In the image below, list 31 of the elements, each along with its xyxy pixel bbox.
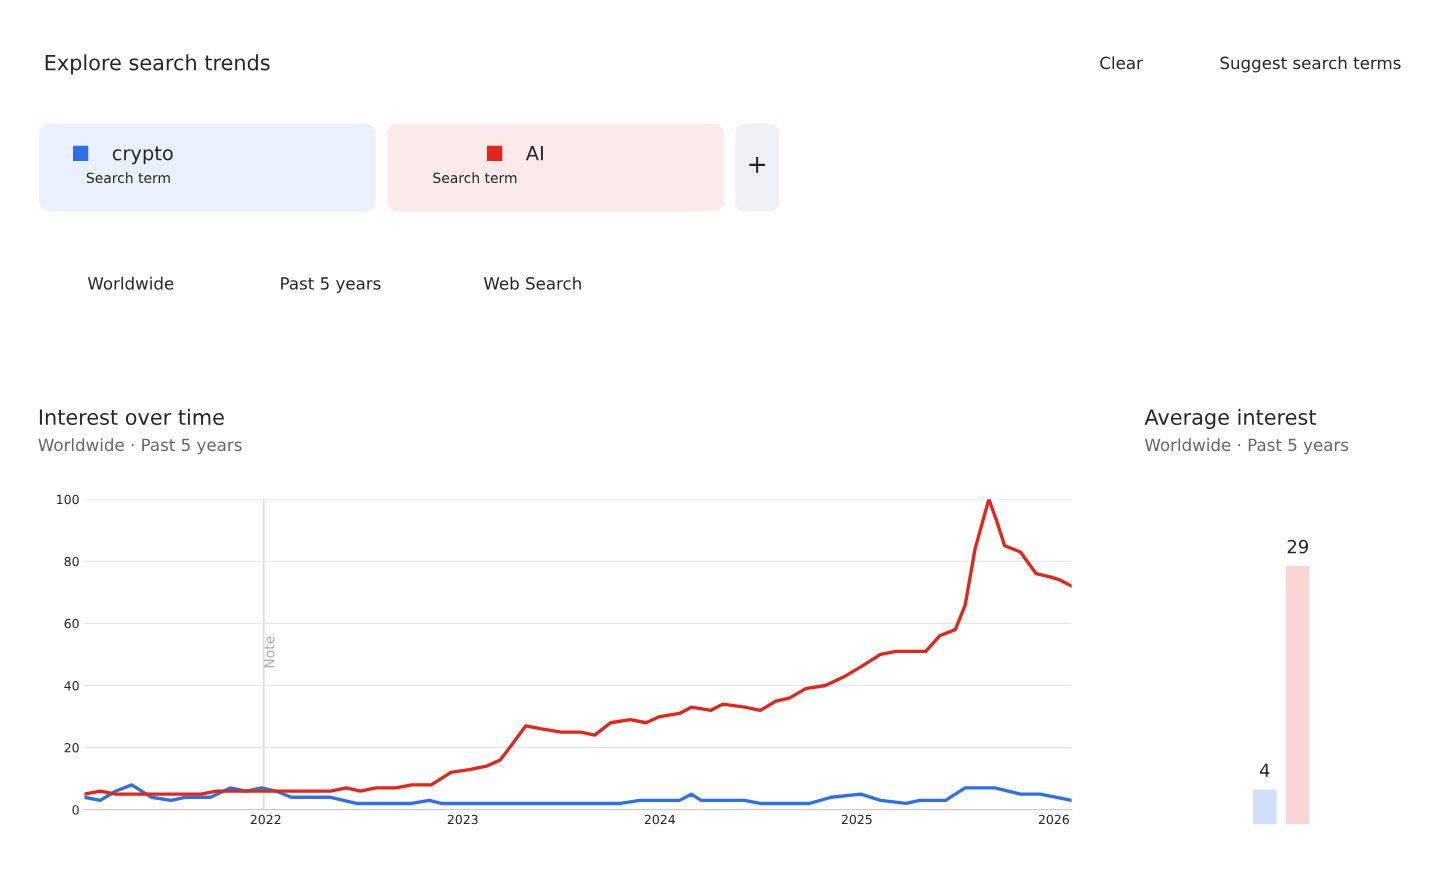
text: Worldwide [87, 276, 174, 290]
x-tick-label: 2022 [250, 814, 281, 825]
y-tick-label: 40 [64, 680, 79, 691]
line-series [84, 783, 1072, 806]
x-tick-label: 2025 [841, 814, 872, 825]
y-tick-label: 100 [57, 494, 79, 505]
x-tick-label: 2023 [447, 814, 478, 825]
text: Past 5 years [281, 277, 381, 293]
data-label: 4 [1259, 763, 1270, 777]
chart-subtitle: Worldwide · Past 5 years [38, 438, 242, 455]
chart-title: Interest over time [39, 408, 224, 425]
legend-label: crypto [112, 146, 173, 165]
text: Search term [433, 172, 517, 184]
line-series [84, 499, 1072, 796]
ref-line-label: Note [264, 636, 275, 668]
text: Web Search [483, 276, 581, 290]
text: Search term [86, 172, 170, 184]
y-tick-label: 0 [72, 805, 79, 815]
text: Suggest search terms [1220, 56, 1401, 73]
x-tick-label: 2024 [644, 814, 676, 825]
chart-subtitle: Worldwide · Past 5 years [1144, 438, 1349, 455]
x-tick-label: 2026 [1038, 814, 1069, 825]
legend-label: AI [525, 145, 543, 161]
y-tick-label: 20 [64, 743, 79, 753]
text: Clear [1100, 56, 1143, 70]
y-tick-label: 80 [64, 556, 79, 567]
chart-title: Average interest [1144, 408, 1316, 430]
y-tick-label: 60 [64, 618, 79, 629]
text: + [749, 157, 765, 173]
data-label: 29 [1287, 539, 1309, 554]
text: Explore search trends [45, 54, 270, 75]
